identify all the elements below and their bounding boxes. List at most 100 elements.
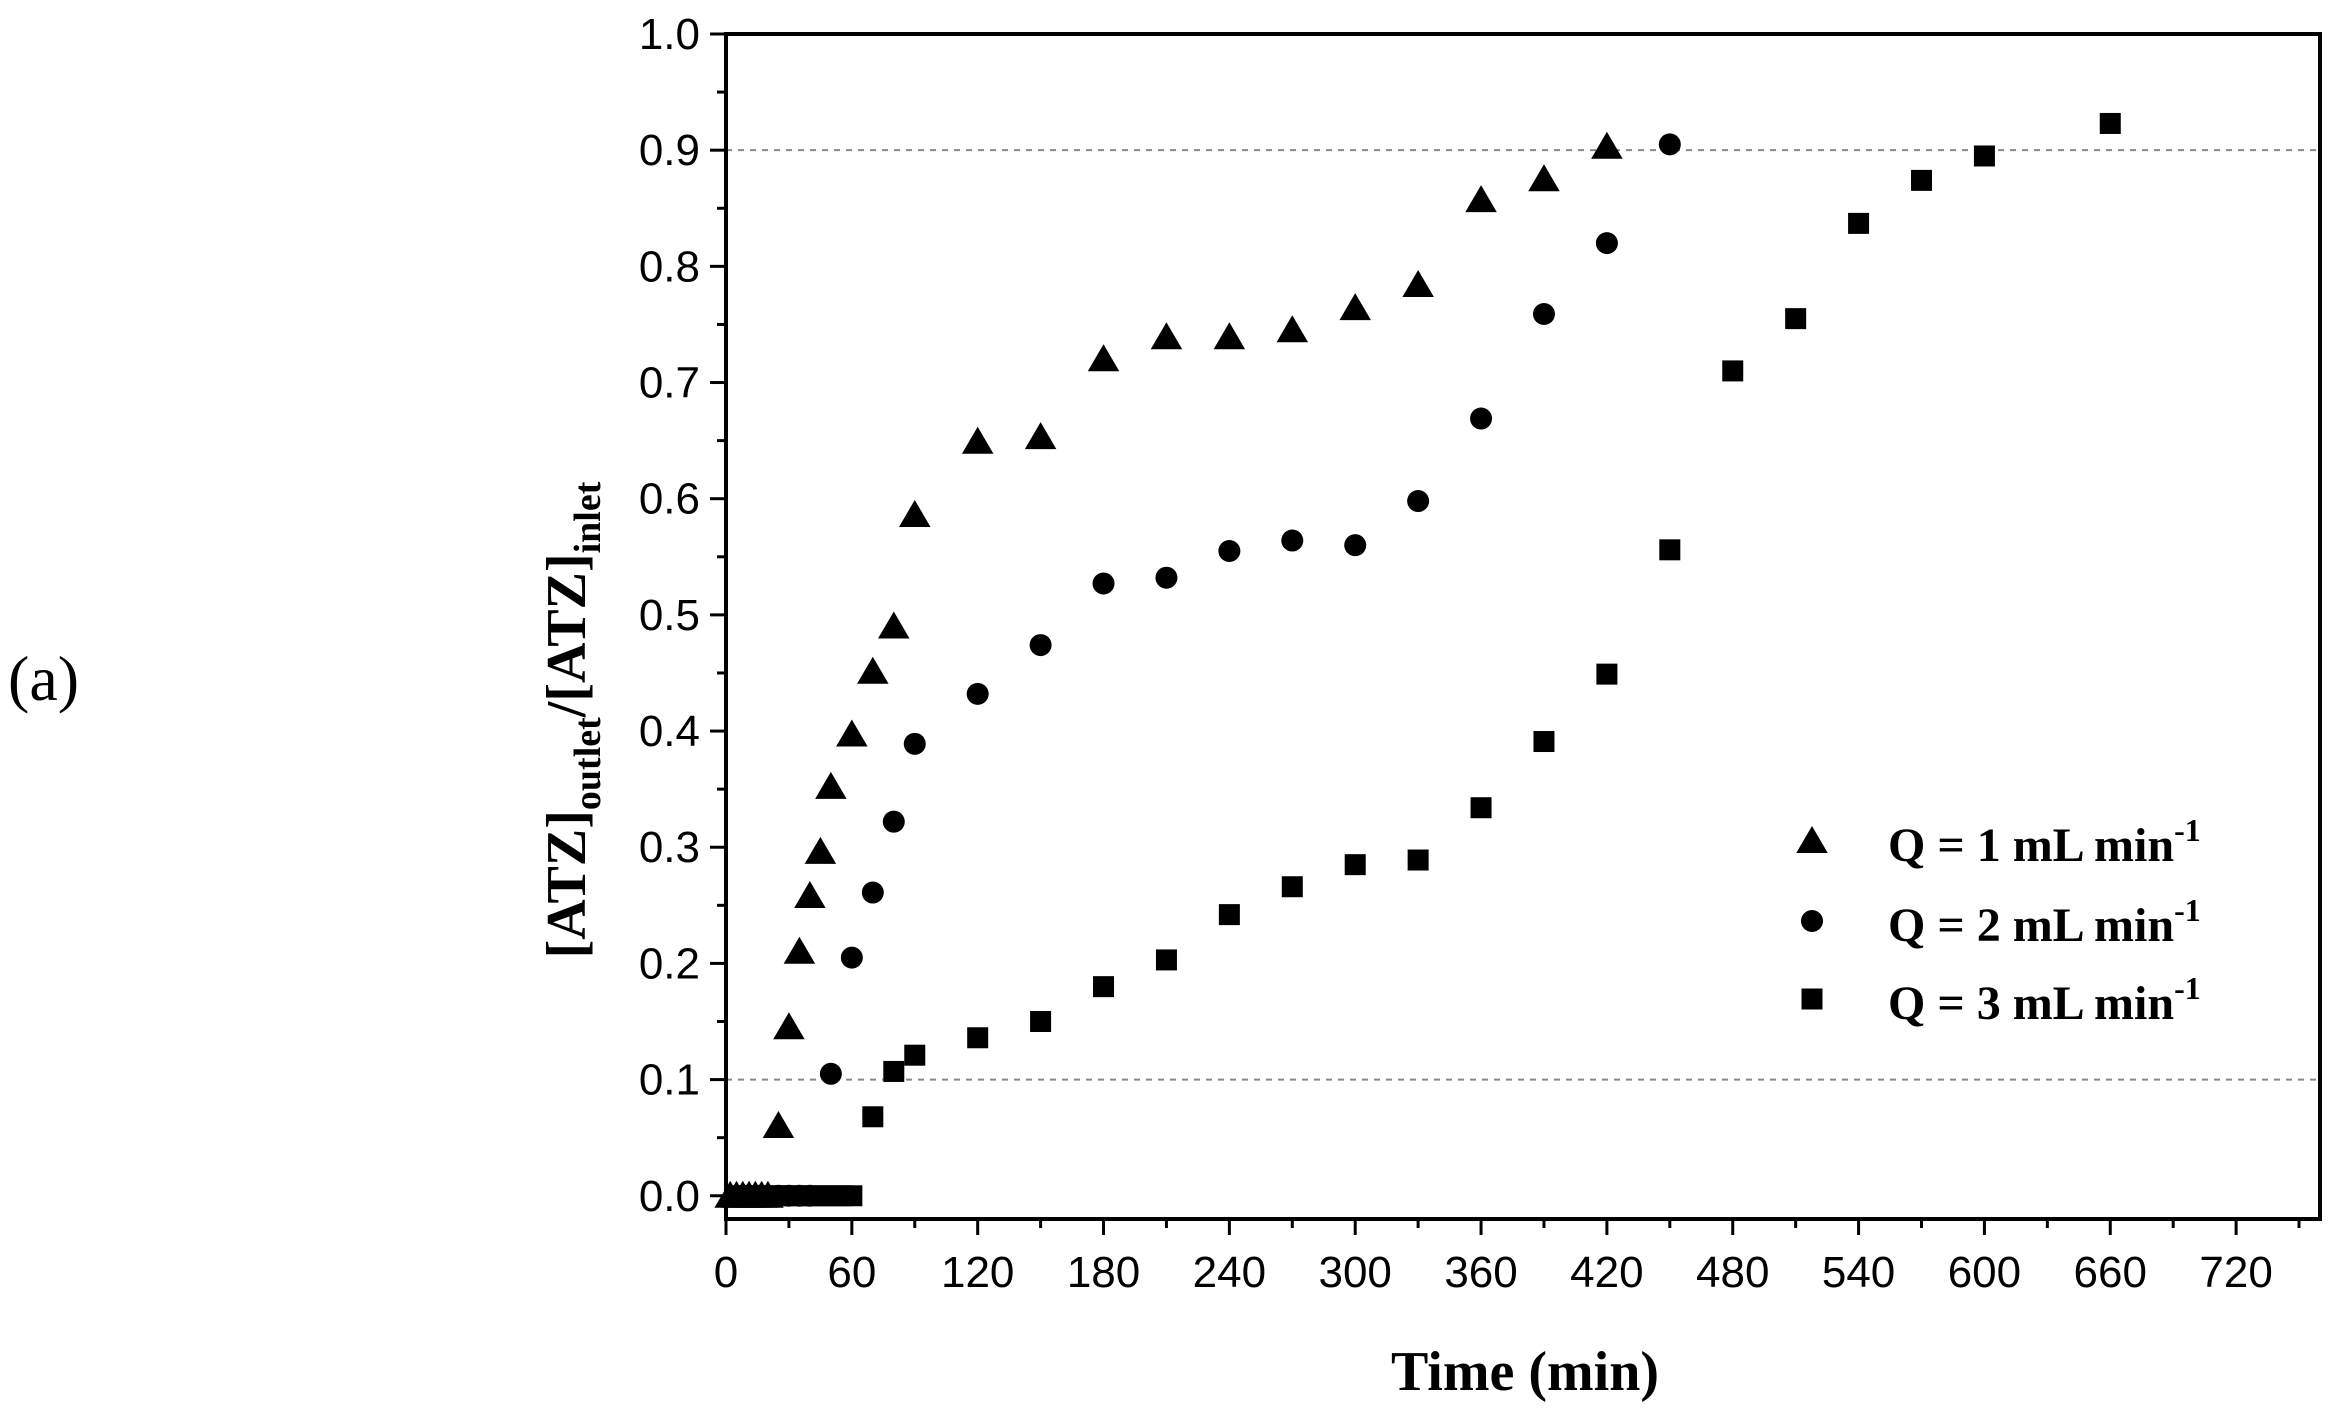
- triangle-point: [961, 426, 994, 454]
- triangle-point: [1339, 293, 1371, 321]
- triangle-point: [794, 881, 826, 909]
- legend-label-text: Q = 1 mL min: [1888, 819, 2174, 872]
- triangle-point: [836, 719, 868, 747]
- square-point: [1093, 976, 1115, 998]
- legend: Q = 1 mL min-1Q = 2 mL min-1Q = 3 mL min…: [1796, 812, 2201, 1030]
- square-point: [1911, 169, 1932, 191]
- triangle-point: [783, 936, 816, 964]
- data-series: [714, 112, 2121, 1208]
- panel-label: (a): [8, 643, 79, 714]
- x-tick-label: 600: [1948, 1248, 2021, 1297]
- legend-label-superscript: -1: [2174, 970, 2201, 1006]
- circle-point: [1470, 407, 1493, 430]
- y-axis-ticks: 0.0 0.1 0.2 0.3 0.4 0.5 0.6 0.7 0.8 0.9 1.0: [639, 10, 726, 1221]
- x-tick-label: 180: [1067, 1248, 1140, 1297]
- triangle-point: [1087, 344, 1120, 372]
- y-tick-label: 0.3: [639, 823, 700, 872]
- legend-label-superscript: -1: [2174, 892, 2201, 928]
- square-point: [904, 1044, 926, 1066]
- circle-point: [1155, 566, 1178, 589]
- triangle-point: [899, 499, 931, 527]
- x-axis-title: Time (min): [1391, 1341, 1659, 1403]
- y-tick-label: 0.0: [639, 1172, 700, 1221]
- square-point: [883, 1060, 905, 1082]
- reference-lines: [726, 149, 2320, 1081]
- square-point: [1030, 1011, 1052, 1032]
- x-tick-label: 540: [1822, 1248, 1895, 1297]
- triangle-point: [857, 656, 889, 684]
- legend-triangle-marker: [1796, 826, 1828, 853]
- square-point: [1155, 949, 1177, 971]
- x-tick-label: 720: [2199, 1248, 2272, 1297]
- circle-point: [1407, 490, 1430, 513]
- triangle-point: [1213, 322, 1246, 350]
- triangle-point: [1591, 131, 1623, 159]
- y-axis-title-part: [ATZ]: [536, 810, 598, 958]
- legend-label-text: Q = 2 mL min: [1888, 899, 2174, 952]
- triangle-point: [815, 771, 847, 799]
- circle-point: [882, 810, 905, 833]
- square-point: [1218, 904, 1240, 926]
- square-point: [1785, 308, 1807, 330]
- triangle-point: [1465, 185, 1497, 213]
- y-axis-title-subscript: inlet: [567, 481, 609, 553]
- y-tick-label: 0.1: [639, 1056, 700, 1105]
- x-tick-label: 480: [1696, 1248, 1769, 1297]
- triangle-point: [1024, 422, 1057, 450]
- square-point: [1848, 212, 1870, 234]
- legend-label: Q = 3 mL min-1: [1888, 970, 2201, 1030]
- y-tick-label: 0.4: [639, 707, 700, 756]
- y-axis-title-part: /[ATZ]: [536, 553, 598, 718]
- y-tick-label: 0.9: [639, 126, 700, 175]
- x-tick-label: 300: [1318, 1248, 1391, 1297]
- square-point: [1470, 797, 1492, 819]
- triangle-point: [1150, 322, 1183, 350]
- square-point: [1281, 876, 1303, 898]
- circle-point: [1092, 572, 1115, 595]
- x-tick-label: 660: [2074, 1248, 2147, 1297]
- y-tick-label: 0.5: [639, 591, 700, 640]
- legend-label: Q = 2 mL min-1: [1888, 892, 2201, 952]
- x-tick-label: 360: [1444, 1248, 1517, 1297]
- x-tick-label: 0: [714, 1248, 738, 1297]
- y-axis-title: [ATZ]outlet/[ATZ]inlet: [536, 481, 609, 958]
- triangle-point: [878, 611, 910, 639]
- circle-point: [1658, 133, 1681, 156]
- legend-circle-marker: [1801, 910, 1823, 932]
- square-point: [1596, 663, 1618, 685]
- square-point: [1344, 854, 1366, 876]
- circle-point: [1532, 302, 1555, 325]
- square-series: [725, 112, 2121, 1207]
- square-point: [967, 1027, 989, 1049]
- triangle-point: [804, 836, 837, 864]
- square-point: [1533, 731, 1555, 753]
- square-point: [841, 1185, 863, 1207]
- circle-point: [1344, 534, 1367, 557]
- square-point: [2099, 112, 2121, 134]
- y-tick-label: 0.6: [639, 475, 700, 524]
- svg-text:[ATZ]outlet/[ATZ]inlet: [ATZ]outlet/[ATZ]inlet: [536, 481, 609, 958]
- legend-item: Q = 1 mL min-1: [1796, 812, 2201, 872]
- legend-label-text: Q = 3 mL min: [1888, 977, 2174, 1030]
- legend-label-superscript: -1: [2174, 812, 2201, 848]
- circle-point: [903, 732, 926, 755]
- square-point: [862, 1106, 884, 1128]
- plot-frame: [724, 32, 2322, 1221]
- triangle-point: [1402, 269, 1434, 297]
- square-point: [1973, 145, 1995, 167]
- y-tick-label: 0.2: [639, 939, 700, 988]
- circle-point: [861, 881, 884, 904]
- triangle-point: [1528, 164, 1560, 192]
- x-tick-label: 120: [941, 1248, 1014, 1297]
- triangle-point: [762, 1111, 795, 1139]
- x-tick-label: 240: [1193, 1248, 1266, 1297]
- circle-point: [966, 682, 989, 705]
- x-tick-label: 60: [827, 1248, 876, 1297]
- square-point: [1722, 360, 1744, 382]
- circle-point: [1281, 529, 1304, 552]
- legend-square-marker: [1801, 988, 1823, 1010]
- y-tick-label: 1.0: [639, 10, 700, 59]
- plot-area-border: [724, 32, 2322, 1221]
- circle-point: [840, 946, 863, 969]
